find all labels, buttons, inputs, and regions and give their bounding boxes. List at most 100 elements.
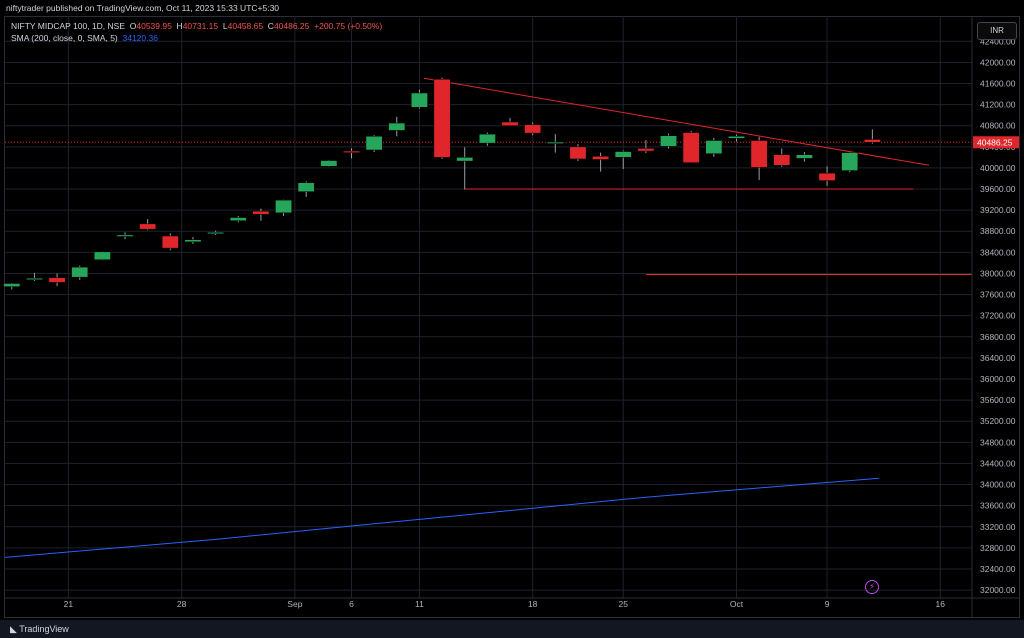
candle-body [796,154,813,159]
candle-body [275,199,292,214]
candle-body [705,140,723,154]
candle [161,233,179,251]
price-tick-label: 37200.00 [980,311,1016,321]
price-tick-label: 34800.00 [980,437,1016,447]
candle-body [660,135,677,147]
price-tick-label: 41200.00 [980,100,1016,110]
price-tick-label: 36000.00 [980,374,1016,384]
candle [139,219,157,231]
sma-line [4,477,880,558]
candle-body [388,122,406,131]
candle-body [433,79,451,158]
price-tick-label: 42400.00 [980,36,1016,46]
price-tick-label: 38400.00 [980,247,1016,257]
candlestick-chart[interactable]: 32000.00 32400.00 32800.00 33200.00 33600.00… [0,0,1024,620]
time-tick-label: 11 [415,599,424,609]
candle [116,232,134,240]
price-tick-label: 32800.00 [980,543,1016,553]
candle [93,251,111,261]
candle-body [524,124,542,134]
candle [297,181,315,197]
candle [682,130,700,163]
candle [614,150,632,169]
price-tick-label: 39200.00 [980,205,1016,215]
candle-body [682,132,700,163]
price-tick-label: 38000.00 [980,268,1016,278]
candle-body [343,150,360,153]
price-tick-label: 34400.00 [980,458,1016,468]
publish-info: niftytrader published on TradingView.com… [6,3,280,13]
candle [796,152,813,162]
ohlc-row: NIFTY MIDCAP 100, 1D, NSE O40539.95 H407… [11,20,382,32]
candle-body [26,277,43,280]
tradingview-icon: ◣ [10,624,17,634]
symbol-label: NIFTY MIDCAP 100, 1D, NSE [11,21,125,31]
close-label: C [267,21,274,31]
candle [501,117,519,126]
candle [388,116,406,137]
candle-body [546,141,564,144]
candle [411,89,428,109]
price-tick-label: 40800.00 [980,121,1016,131]
sma-row: SMA (200, close, 0, SMA, 5) 34120.36 [11,32,382,44]
price-tick-label: 33200.00 [980,522,1016,532]
candle-body [161,235,179,249]
candle [71,265,89,280]
candle-body [365,136,383,151]
high-value: 40731.15 [182,21,219,31]
candle [841,152,859,173]
candle [3,282,21,290]
candle [524,122,542,136]
footer-bar: ◣ TradingView [0,620,1024,638]
candle-body [592,156,610,160]
candle [863,129,881,144]
candle-body [207,232,225,235]
time-tick-label: 21 [64,599,74,609]
price-tick-label: 36800.00 [980,332,1016,342]
candle-body [818,172,836,181]
candle-body [728,136,745,139]
close-value: 40486.25 [273,21,310,31]
price-tick-label: 38800.00 [980,226,1016,236]
candle-body [501,121,519,126]
low-label: L [222,21,228,31]
trendline-descending[interactable] [423,77,930,166]
trendlines[interactable] [423,77,972,276]
candle [343,148,360,159]
time-tick-label: Oct [730,599,744,609]
lightning-icon[interactable]: ⚡ [865,580,879,594]
candle-body [637,148,655,152]
candle-body [48,277,66,283]
time-axis[interactable]: 21 28 Sep 6 11 18 25 Oct 9 16 [5,597,1019,609]
price-tick-label: 40000.00 [980,163,1016,173]
candles [3,77,881,290]
candle-body [297,182,315,192]
time-tick-label: 16 [936,599,946,609]
price-tick-label: 35600.00 [980,395,1016,405]
candle-body [184,239,202,243]
publish-bar: niftytrader published on TradingView.com… [0,0,1024,16]
candle [433,77,451,159]
currency-button[interactable]: INR [977,22,1017,40]
grid-lines [5,16,972,598]
candle [184,237,202,244]
candle [592,152,610,172]
time-tick-label: 9 [825,599,830,609]
high-label: H [176,21,183,31]
candle-body [320,160,338,167]
sma-200-line [4,477,880,558]
price-tick-label: 33600.00 [980,501,1016,511]
sma-value: 34120.36 [122,33,158,43]
candle [569,144,587,162]
low-value: 40458.65 [227,21,264,31]
candle-body [3,283,21,287]
price-axis[interactable]: 32000.00 32400.00 32800.00 33200.00 33600.00… [971,17,1019,617]
candle-body [750,140,768,168]
candle [818,166,836,186]
candle [229,215,247,223]
price-tick-label: 37600.00 [980,290,1016,300]
candle-body [93,251,111,260]
candle-body [773,154,791,166]
candle [207,230,225,235]
tradingview-logo[interactable]: ◣ TradingView [10,620,69,638]
